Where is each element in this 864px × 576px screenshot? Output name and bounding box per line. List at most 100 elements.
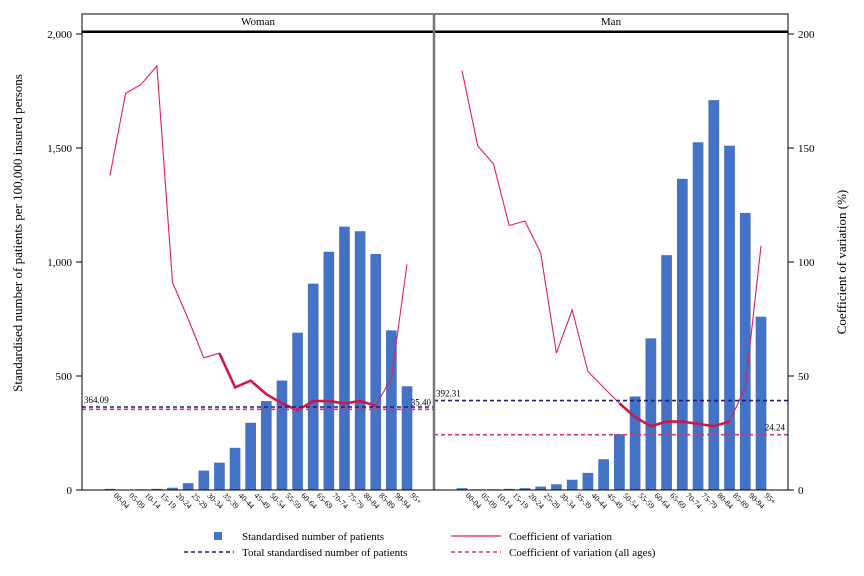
bar-75-79 — [339, 226, 350, 490]
x-tick-label: 40-44 — [237, 491, 257, 511]
bar-00-04 — [104, 488, 116, 490]
x-tick-label: 80-84 — [362, 491, 382, 511]
x-tick-label: 50-54 — [621, 491, 641, 511]
x-tick-label: 65-69 — [668, 491, 688, 511]
bar-55-59 — [629, 396, 641, 490]
bar-45-49 — [598, 459, 609, 490]
x-tick-label: 15-19 — [511, 491, 531, 511]
bar-75-79 — [692, 142, 704, 491]
bar-45-49 — [245, 422, 256, 490]
panel-title: Man — [601, 16, 622, 28]
x-tick-label: 05-09 — [127, 491, 147, 511]
x-tick-label: 60-64 — [652, 491, 672, 511]
chart-axes: 0 500 1,000 1,500 2,000 0 50 100 150 200 — [47, 14, 815, 497]
x-tick-label: 35-39 — [221, 491, 241, 511]
panel-title: Woman — [241, 16, 275, 28]
x-tick-label: 15-19 — [158, 491, 178, 511]
x-tick-label: 90-94 — [747, 491, 767, 511]
bar-20-24 — [519, 488, 531, 490]
x-tick-label: 75-79 — [346, 491, 366, 511]
legend-swatch-bar — [214, 532, 222, 540]
bar-85-89 — [724, 145, 735, 490]
y-right-tick-label: 150 — [798, 143, 815, 155]
bar-55-59 — [276, 380, 288, 490]
cv-line-emphasis — [218, 352, 377, 412]
bar-40-44 — [229, 447, 241, 490]
legend-item: Total standardised number of patients — [184, 547, 407, 559]
x-tick-label: 90-94 — [393, 491, 413, 511]
cv-all-label: 35.40 — [411, 397, 432, 407]
bar-20-24 — [167, 487, 178, 490]
total-label: 364.09 — [84, 395, 109, 405]
bar-15-19 — [503, 488, 515, 490]
y-right-tick-label: 50 — [798, 371, 810, 383]
bar-00-04 — [456, 488, 468, 490]
x-tick-label: 40-44 — [589, 491, 609, 511]
bar-65-69 — [661, 255, 672, 490]
bar-40-44 — [582, 472, 594, 490]
x-tick-label: 70-74 — [684, 491, 704, 511]
x-tick-label: 75-79 — [700, 491, 720, 511]
x-tick-label: 25-29 — [542, 491, 562, 511]
bar-80-84 — [708, 100, 720, 491]
y-right-tick-label: 100 — [798, 257, 815, 269]
x-tick-label: 00-04 — [112, 491, 132, 511]
cv-line-emphasis — [618, 402, 730, 428]
x-tick-label: 65-69 — [315, 491, 335, 511]
y-left-tick-label: 1,500 — [47, 143, 72, 155]
panel-man: Man 392.31 24.24 00-0405-0910-1415-1920-242… — [433, 13, 789, 511]
x-tick-label: 55-59 — [637, 491, 657, 511]
x-tick-label: 10-14 — [143, 491, 163, 511]
bar-series — [104, 226, 413, 491]
legend-item: Coefficient of variation — [451, 531, 613, 543]
x-tick-label: 30-34 — [205, 491, 225, 511]
bar-95+ — [401, 386, 413, 490]
x-tick-label: 50-54 — [268, 491, 288, 511]
bar-65-69 — [307, 283, 319, 490]
bar-15-19 — [151, 488, 163, 490]
legend-label: Standardised number of patients — [242, 531, 384, 543]
x-tick-label: 10-14 — [495, 491, 515, 511]
bar-50-54 — [261, 401, 272, 490]
bar-35-39 — [214, 462, 225, 490]
bar-70-74 — [676, 178, 688, 490]
total-label: 392.31 — [436, 389, 461, 399]
x-tick-label: 55-59 — [284, 491, 304, 511]
y-right-tick-label: 200 — [798, 29, 815, 41]
legend-label: Total standardised number of patients — [242, 547, 407, 559]
x-tick-label: 30-34 — [558, 491, 578, 511]
legend-item: Standardised number of patients — [214, 531, 384, 543]
bar-series — [456, 100, 767, 491]
x-tick-label: 70-74 — [330, 491, 350, 511]
bar-25-29 — [182, 483, 194, 490]
x-tick-label: 20-24 — [527, 491, 547, 511]
y-left-tick-label: 0 — [67, 485, 73, 497]
x-tick-label: 85-89 — [377, 491, 397, 511]
x-tick-label: 20-24 — [174, 491, 194, 511]
y-left-tick-label: 2,000 — [47, 29, 72, 41]
bar-35-39 — [566, 479, 578, 490]
bar-90-94 — [739, 212, 751, 491]
legend-label: Coefficient of variation — [509, 531, 613, 543]
legend-label: Coefficient of variation (all ages) — [509, 547, 656, 559]
bar-50-54 — [614, 434, 625, 490]
bar-30-34 — [198, 470, 210, 490]
y-left-tick-label: 1,000 — [47, 257, 72, 269]
bar-60-64 — [645, 338, 657, 490]
x-tick-labels: 00-0405-0910-1415-1920-2425-2930-3435-39… — [112, 491, 425, 511]
y-left-tick-label: 500 — [56, 371, 73, 383]
x-tick-label: 85-89 — [731, 491, 751, 511]
legend-item: Coefficient of variation (all ages) — [451, 547, 656, 559]
panel-woman: Woman 364.09 35.40 00-0405-0910-1415-1920-2… — [81, 13, 435, 511]
bar-90-94 — [386, 330, 397, 490]
y-axis-right-label: Coefficient of variation (%) — [834, 190, 849, 335]
x-tick-label: 00-04 — [464, 491, 484, 511]
x-tick-label: 80-84 — [715, 491, 735, 511]
x-tick-label: 45-49 — [605, 491, 625, 511]
x-tick-label: 05-09 — [479, 491, 499, 511]
bar-30-34 — [551, 484, 562, 490]
y-axis-left-label: Standardised number of patients per 100,… — [10, 74, 25, 392]
bar-70-74 — [323, 251, 335, 490]
bar-95+ — [755, 316, 767, 490]
